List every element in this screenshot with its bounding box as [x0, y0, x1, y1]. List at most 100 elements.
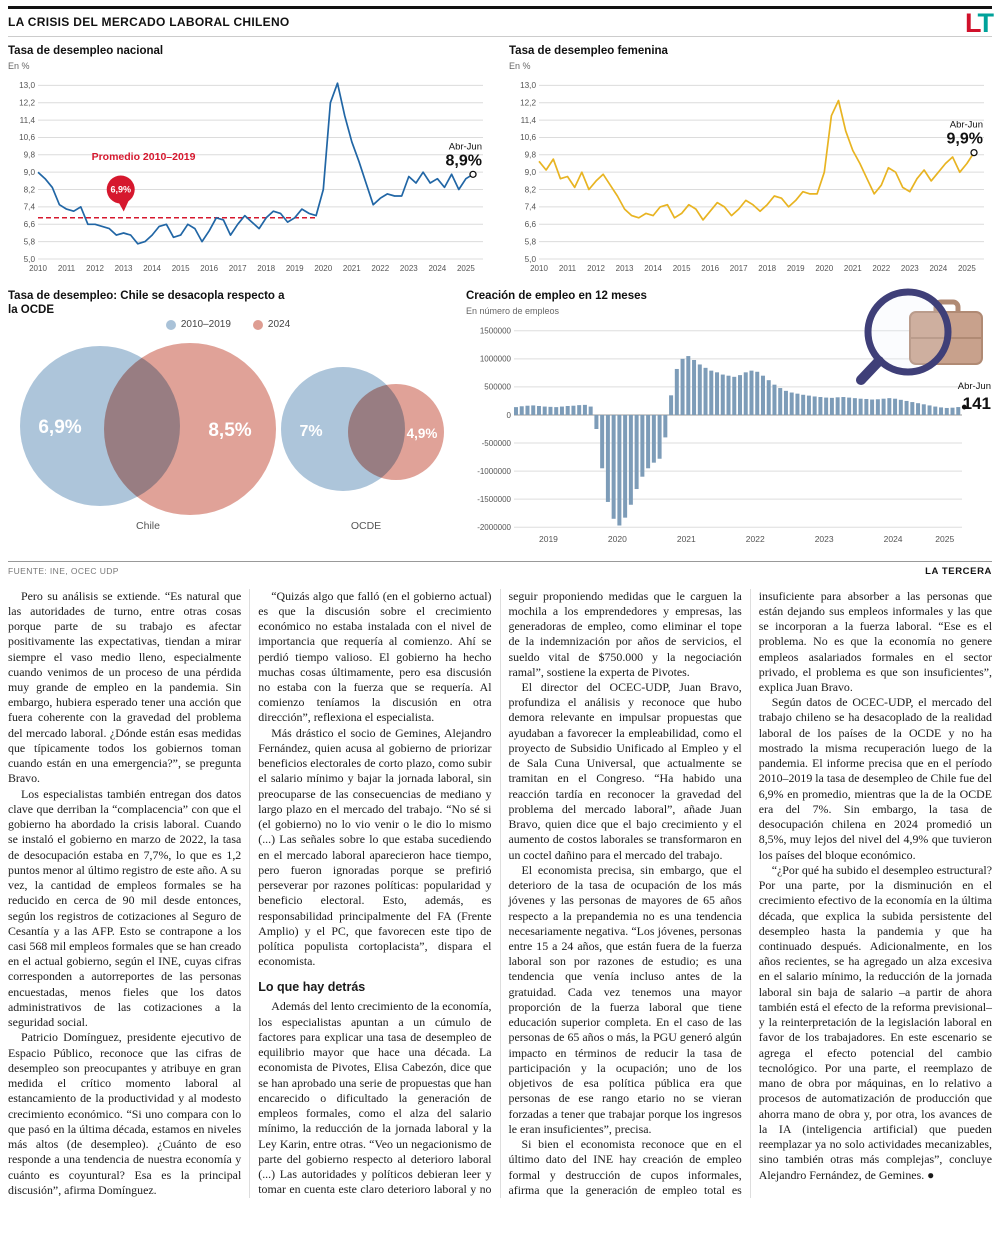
y-tick-label: 5,0: [24, 255, 36, 264]
female-unemployment-line-chart: 13,012,211,410,69,89,08,27,46,65,85,0201…: [520, 81, 984, 273]
x-tick-label: 2016: [200, 264, 218, 273]
y-tick-label: 13,0: [520, 81, 536, 90]
bar: [789, 392, 794, 415]
bar: [732, 376, 737, 415]
end-label-value: 8,9%: [446, 152, 482, 169]
y-tick-label: 5,0: [525, 255, 537, 264]
bar: [669, 394, 674, 415]
x-tick-label: 2023: [901, 264, 919, 273]
bar: [726, 375, 731, 415]
x-tick-label: 2024: [929, 264, 947, 273]
chile-ocde-venn-chart: 6,9% 8,5% Chile 7% 4,9% OCDE: [20, 343, 444, 532]
bar: [646, 414, 651, 468]
magnifier-briefcase-illustration: [856, 288, 983, 385]
bar: [760, 375, 765, 415]
x-tick-label: 2019: [539, 534, 558, 544]
y-tick-label: 8,2: [24, 185, 36, 194]
y-tick-label: 9,0: [525, 168, 537, 177]
x-tick-label: 2017: [730, 264, 748, 273]
bar: [944, 407, 949, 415]
bar: [829, 397, 834, 415]
y-tick-label: 9,8: [24, 150, 36, 159]
x-tick-label: 2022: [746, 534, 765, 544]
x-tick-label: 2015: [673, 264, 691, 273]
bar: [582, 404, 587, 415]
venn-value: 7%: [299, 423, 322, 440]
x-tick-label: 2021: [677, 534, 696, 544]
article-paragraph: El economista precisa, sin embargo, que …: [508, 862, 742, 1136]
x-tick-label: 2022: [371, 264, 389, 273]
x-tick-label: 2021: [343, 264, 361, 273]
newspaper-brand: LA TERCERA: [925, 565, 992, 577]
chart-subtitle-female: En %: [509, 60, 531, 71]
bar: [657, 414, 662, 459]
end-label-value: 9,9%: [947, 130, 983, 147]
x-tick-label: 2020: [815, 264, 833, 273]
bar: [542, 406, 547, 415]
x-tick-label: 2013: [115, 264, 133, 273]
x-tick-label: 2021: [844, 264, 862, 273]
y-tick-label: 7,4: [24, 202, 36, 211]
x-tick-label: 2017: [229, 264, 247, 273]
x-tick-label: 2014: [644, 264, 662, 273]
venn-group-label: Chile: [136, 520, 160, 532]
venn-circle-chile-2024: [104, 343, 276, 516]
bar: [939, 406, 944, 415]
y-tick-label: 12,2: [520, 98, 536, 107]
article-paragraph: Patricio Domínguez, presidente ejecutivo…: [8, 1030, 242, 1197]
x-tick-label: 2014: [143, 264, 161, 273]
bar: [715, 371, 720, 415]
venn-value: 4,9%: [407, 426, 438, 441]
x-tick-label: 2025: [958, 264, 976, 273]
article-paragraph: Según datos de OCEC-UDP, el mercado del …: [758, 695, 992, 862]
x-tick-label: 2022: [872, 264, 890, 273]
x-tick-label: 2018: [758, 264, 776, 273]
legend-dot-blue-icon: [165, 319, 176, 330]
article-paragraph: Pero su análisis se extiende. “Es natura…: [8, 588, 242, 786]
bar: [916, 402, 921, 415]
bar: [554, 406, 559, 415]
x-tick-label: 2015: [172, 264, 190, 273]
venn-value: 8,5%: [208, 420, 251, 441]
legend-label-2010-2019: 2010–2019: [180, 319, 231, 331]
article-paragraph: Además del lento crecimiento de la econo…: [258, 588, 742, 1197]
bar: [801, 394, 806, 415]
x-tick-label: 2023: [400, 264, 418, 273]
chart-title-national: Tasa de desempleo nacional: [8, 45, 164, 57]
venn-group-label: OCDE: [351, 520, 381, 532]
bar: [956, 406, 961, 415]
bar: [514, 406, 518, 415]
article-paragraph: “Quizás algo que falló (en el gobierno a…: [258, 588, 492, 725]
charts-row-2: Tasa de desempleo: Chile se desacopla re…: [8, 288, 992, 549]
series-line: [37, 82, 474, 245]
bar: [950, 407, 955, 415]
section-title: LA CRISIS DEL MERCADO LABORAL CHILENO: [8, 15, 290, 29]
y-tick-label: 6,6: [525, 220, 537, 229]
bar: [910, 401, 915, 415]
x-tick-label: 2011: [58, 264, 76, 273]
bar: [697, 364, 702, 415]
bar: [709, 370, 714, 415]
average-badge: [106, 175, 135, 204]
chart-title-employment: Creación de empleo en 12 meses: [466, 289, 647, 302]
bar: [898, 399, 903, 415]
bar: [651, 414, 656, 463]
bar: [692, 359, 697, 415]
chart-subtitle-employment: En número de empleos: [466, 305, 560, 316]
end-label-value: 141: [963, 394, 991, 413]
x-tick-label: 2019: [286, 264, 304, 273]
bar: [818, 396, 823, 415]
venn-legend: 2010–2019 2024: [8, 319, 448, 330]
bar: [548, 406, 553, 415]
employment-creation-bar-chart: 1500000 1000000 500000 0 -500000 -1000000 -150…: [477, 326, 991, 544]
bar: [605, 414, 610, 502]
y-tick-label: 5,8: [24, 237, 36, 246]
y-tick-label: -2000000: [477, 523, 511, 532]
national-unemployment-line-chart: 13,012,211,410,69,89,08,27,46,65,85,0201…: [19, 81, 483, 273]
average-label: Promedio 2010–2019: [92, 151, 196, 163]
y-tick-label: 12,2: [19, 98, 35, 107]
bar: [611, 414, 616, 519]
la-tercera-logo: LT: [965, 10, 994, 37]
x-tick-label: 2025: [935, 534, 954, 544]
bar: [680, 358, 685, 415]
